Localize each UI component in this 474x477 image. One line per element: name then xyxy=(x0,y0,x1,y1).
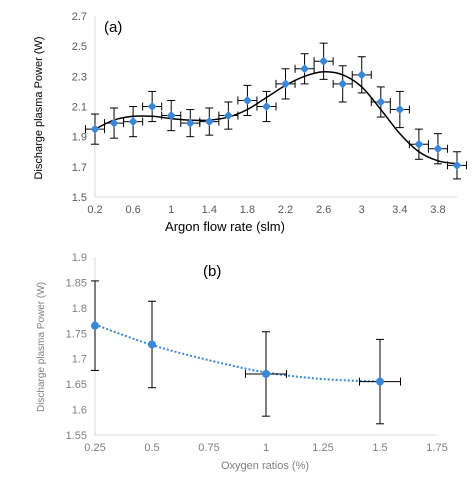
data-point xyxy=(376,97,386,107)
y-tick-label: 2.5 xyxy=(72,41,87,53)
x-tick-label: 3.4 xyxy=(392,204,407,216)
y-tick-label: 1.55 xyxy=(66,430,87,442)
x-tick-label: 1.25 xyxy=(312,442,333,454)
data-point xyxy=(242,95,252,105)
panel-label-b: (b) xyxy=(203,263,221,280)
trendline-curve xyxy=(94,323,381,383)
error-bars xyxy=(84,42,468,180)
data-point xyxy=(319,56,329,66)
y-tick-label: 1.75 xyxy=(66,328,87,340)
chart-panel-a: (a) Argon flow rate (slm) Discharge plas… xyxy=(33,11,468,234)
x-tick-label: 1 xyxy=(168,204,174,216)
x-axis-title: Argon flow rate (slm) xyxy=(165,219,285,234)
data-point xyxy=(376,377,384,386)
data-point xyxy=(90,124,100,134)
data-points xyxy=(90,56,462,170)
data-point xyxy=(433,144,443,154)
trendline xyxy=(94,323,381,383)
y-tick-labels: 1.55 1.6 1.65 1.7 1.75 1.8 1.85 1.9 xyxy=(66,252,87,442)
data-point xyxy=(185,118,195,128)
x-tick-labels: 0.25 0.5 0.75 1 1.25 1.5 1.75 xyxy=(84,442,447,454)
x-tick-label: 0.5 xyxy=(144,442,159,454)
data-point xyxy=(338,79,348,89)
y-tick-label: 1.9 xyxy=(72,252,87,264)
y-tick-label: 2.7 xyxy=(72,11,87,23)
data-point xyxy=(91,321,99,330)
x-tick-label: 2.6 xyxy=(316,204,331,216)
x-tick-label: 0.25 xyxy=(84,442,105,454)
x-tick-label: 1.75 xyxy=(426,442,447,454)
y-tick-label: 1.7 xyxy=(72,354,87,366)
x-tick-label: 1 xyxy=(263,442,269,454)
y-tick-label: 1.85 xyxy=(66,277,87,289)
trendline xyxy=(94,71,458,165)
y-tick-label: 2.3 xyxy=(72,71,87,83)
x-tick-label: 1.5 xyxy=(372,442,387,454)
y-tick-label: 1.8 xyxy=(72,303,87,315)
x-tick-label: 0.6 xyxy=(125,204,140,216)
data-point xyxy=(395,105,405,115)
data-point xyxy=(452,160,462,170)
data-point xyxy=(147,102,157,111)
data-point xyxy=(204,117,214,127)
data-points xyxy=(91,321,384,386)
panel-label-a: (a) xyxy=(104,19,122,36)
x-tick-label: 0.2 xyxy=(87,204,102,216)
chart-panel-b: (b) Oxygen ratios (%) Discharge plasma P… xyxy=(36,252,448,472)
y-tick-labels: 1.5 1.7 1.9 2.1 2.3 2.5 2.7 xyxy=(72,11,87,204)
y-tick-label: 2.1 xyxy=(72,102,87,114)
y-axis-title: Discharge plasma Power (W) xyxy=(33,36,45,179)
error-bars xyxy=(91,280,402,425)
data-point xyxy=(109,118,119,128)
data-point xyxy=(261,102,271,111)
data-point xyxy=(128,117,138,127)
x-tick-label: 1.4 xyxy=(202,204,217,216)
data-point xyxy=(262,369,270,378)
x-tick-label: 1.8 xyxy=(240,204,255,216)
data-point xyxy=(148,340,156,349)
y-tick-label: 1.65 xyxy=(66,379,87,391)
x-tick-label: 0.75 xyxy=(198,442,219,454)
data-point xyxy=(300,64,310,74)
y-tick-label: 1.5 xyxy=(72,192,87,204)
trendline-curve xyxy=(94,71,458,165)
y-tick-label: 1.7 xyxy=(72,162,87,174)
x-tick-label: 3 xyxy=(359,204,365,216)
x-tick-labels: 0.2 0.6 1 1.4 1.8 2.2 2.6 3 3.4 3.8 xyxy=(87,204,445,216)
data-point xyxy=(281,79,291,89)
data-point xyxy=(223,111,233,121)
y-tick-label: 1.9 xyxy=(72,132,87,144)
x-tick-label: 2.2 xyxy=(278,204,293,216)
y-tick-label: 1.6 xyxy=(72,405,87,417)
data-point xyxy=(414,139,424,149)
data-point xyxy=(166,111,176,121)
x-axis-title: Oxygen ratios (%) xyxy=(221,460,309,472)
x-tick-label: 3.8 xyxy=(430,204,445,216)
data-point xyxy=(357,70,367,80)
y-axis-title: Discharge plasma Power (W) xyxy=(36,282,47,412)
